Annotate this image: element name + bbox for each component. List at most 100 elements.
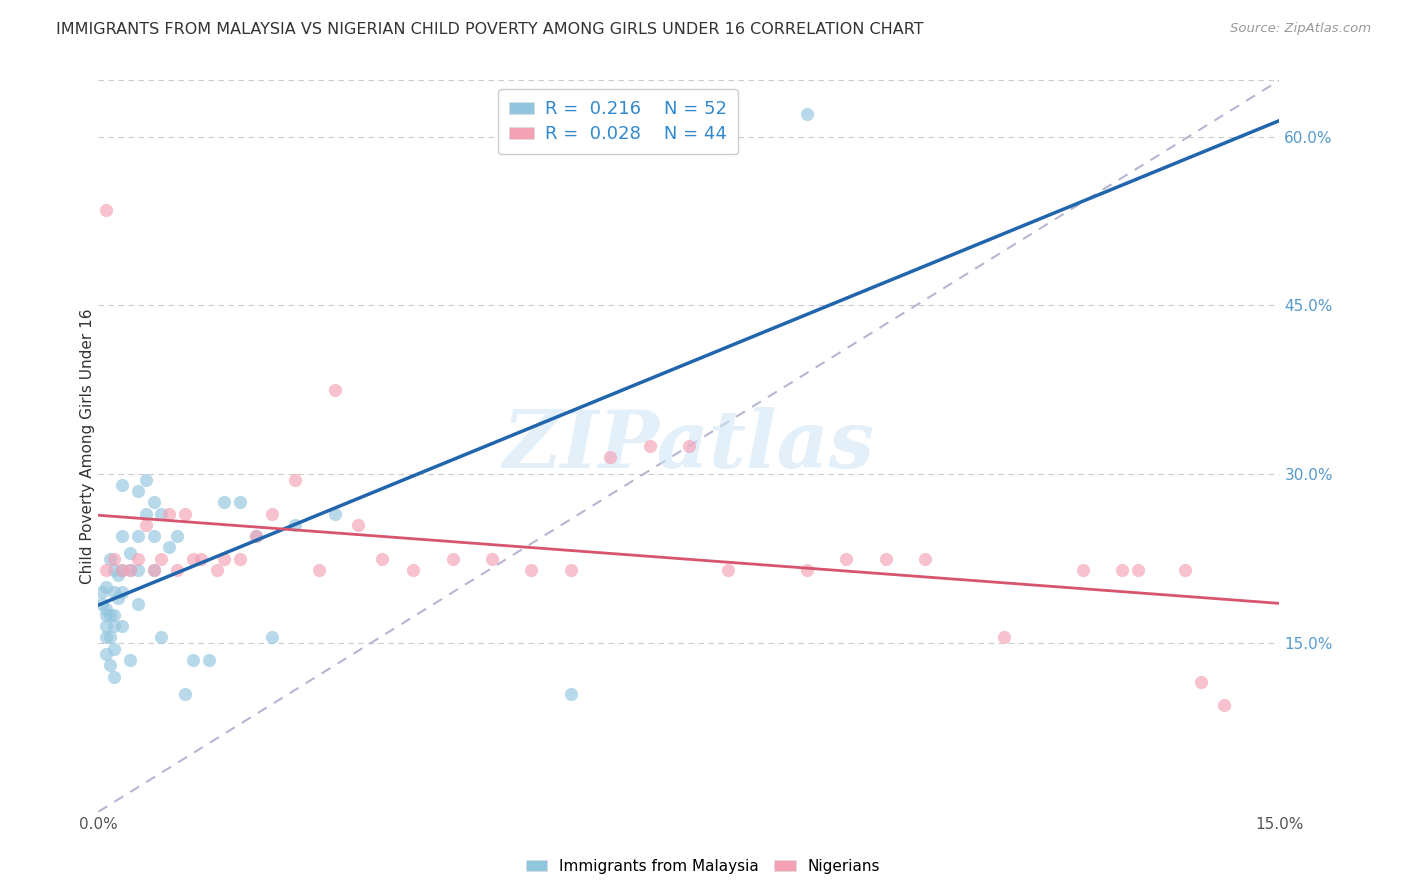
Point <box>1126 563 1149 577</box>
Point <box>103 641 125 656</box>
Point <box>103 619 125 633</box>
Point <box>260 630 283 644</box>
Point <box>127 483 149 498</box>
Point <box>98 658 121 673</box>
Legend: Immigrants from Malaysia, Nigerians: Immigrants from Malaysia, Nigerians <box>519 853 887 880</box>
Point <box>181 551 204 566</box>
Text: Source: ZipAtlas.com: Source: ZipAtlas.com <box>1230 22 1371 36</box>
Point <box>284 517 307 532</box>
Point <box>96 580 118 594</box>
Point <box>98 630 121 644</box>
Point <box>96 647 118 661</box>
Point <box>174 687 197 701</box>
Point <box>347 517 370 532</box>
Point <box>875 551 897 566</box>
Point <box>111 563 134 577</box>
Point <box>103 585 125 599</box>
Point <box>91 585 114 599</box>
Point <box>96 619 118 633</box>
Point <box>166 529 188 543</box>
Point <box>914 551 936 566</box>
Point <box>150 507 173 521</box>
Point <box>91 597 114 611</box>
Point <box>96 202 118 217</box>
Point <box>98 551 121 566</box>
Point <box>150 630 173 644</box>
Point <box>308 563 330 577</box>
Point <box>205 563 228 577</box>
Point <box>402 563 425 577</box>
Point <box>107 568 129 582</box>
Point <box>150 551 173 566</box>
Point <box>142 529 165 543</box>
Point <box>371 551 394 566</box>
Point <box>214 495 236 509</box>
Point <box>98 607 121 622</box>
Point <box>260 507 283 521</box>
Point <box>127 563 149 577</box>
Point <box>118 546 141 560</box>
Point <box>181 653 204 667</box>
Point <box>157 507 180 521</box>
Point <box>520 563 543 577</box>
Point <box>214 551 236 566</box>
Point <box>678 439 700 453</box>
Point <box>1189 675 1212 690</box>
Text: IMMIGRANTS FROM MALAYSIA VS NIGERIAN CHILD POVERTY AMONG GIRLS UNDER 16 CORRELAT: IMMIGRANTS FROM MALAYSIA VS NIGERIAN CHI… <box>56 22 924 37</box>
Point <box>441 551 464 566</box>
Point <box>96 607 118 622</box>
Point <box>127 597 149 611</box>
Point <box>135 517 157 532</box>
Point <box>323 507 346 521</box>
Point <box>835 551 858 566</box>
Point <box>1213 698 1236 712</box>
Point <box>717 563 740 577</box>
Point <box>118 563 141 577</box>
Point <box>127 529 149 543</box>
Text: ZIPatlas: ZIPatlas <box>503 408 875 484</box>
Point <box>481 551 503 566</box>
Point <box>118 563 141 577</box>
Point <box>560 563 582 577</box>
Point <box>284 473 307 487</box>
Point <box>142 563 165 577</box>
Point <box>1071 563 1094 577</box>
Point <box>103 563 125 577</box>
Point <box>142 495 165 509</box>
Point <box>245 529 267 543</box>
Point <box>111 585 134 599</box>
Point <box>96 630 118 644</box>
Point <box>111 563 134 577</box>
Point <box>127 551 149 566</box>
Point <box>796 107 818 121</box>
Y-axis label: Child Poverty Among Girls Under 16: Child Poverty Among Girls Under 16 <box>80 309 94 583</box>
Point <box>190 551 212 566</box>
Point <box>323 383 346 397</box>
Legend: R =  0.216    N = 52, R =  0.028    N = 44: R = 0.216 N = 52, R = 0.028 N = 44 <box>498 89 738 154</box>
Point <box>174 507 197 521</box>
Point <box>166 563 188 577</box>
Point <box>197 653 219 667</box>
Point <box>157 541 180 555</box>
Point <box>796 563 818 577</box>
Point <box>229 551 252 566</box>
Point <box>638 439 661 453</box>
Point <box>96 602 118 616</box>
Point <box>1174 563 1197 577</box>
Point <box>560 687 582 701</box>
Point <box>118 653 141 667</box>
Point <box>111 478 134 492</box>
Point <box>993 630 1015 644</box>
Point <box>245 529 267 543</box>
Point <box>103 607 125 622</box>
Point <box>103 670 125 684</box>
Point <box>107 591 129 605</box>
Point <box>229 495 252 509</box>
Point <box>111 619 134 633</box>
Point <box>142 563 165 577</box>
Point <box>111 529 134 543</box>
Point <box>135 473 157 487</box>
Point <box>135 507 157 521</box>
Point <box>103 551 125 566</box>
Point <box>599 450 621 465</box>
